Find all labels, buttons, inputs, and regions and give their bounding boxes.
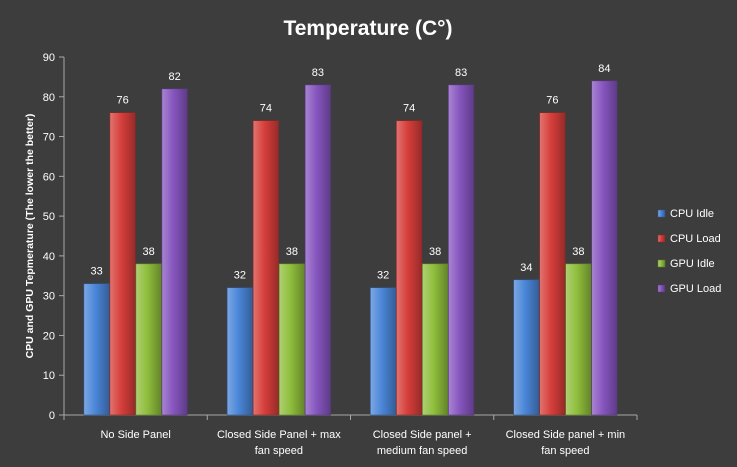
- bar-cpu-idle: [83, 283, 110, 416]
- bar-gpu-idle: [565, 263, 592, 416]
- bar-gpu-load: [448, 84, 475, 416]
- legend-swatch: [657, 209, 666, 218]
- data-label: 32: [234, 270, 246, 282]
- y-axis-label: CPU and GPU Tepmerature (The lower the b…: [24, 114, 36, 359]
- bar-cpu-load: [109, 112, 136, 416]
- x-category-label: Closed Side panel + medium fan speed: [373, 429, 472, 457]
- data-label: 82: [169, 71, 181, 83]
- data-label: 34: [520, 262, 532, 274]
- legend-swatch: [657, 234, 666, 243]
- data-label: 84: [598, 63, 610, 75]
- legend-swatch: [657, 284, 666, 293]
- y-tick-label: 30: [43, 291, 55, 303]
- bar-cpu-idle: [370, 287, 397, 416]
- bar-cpu-load: [396, 120, 423, 416]
- legend-swatch: [657, 259, 666, 268]
- data-label: 74: [260, 103, 272, 115]
- bar-gpu-load: [304, 84, 331, 416]
- y-tick-label: 20: [43, 330, 55, 342]
- data-label: 38: [286, 246, 298, 258]
- bar-gpu-idle: [422, 263, 449, 416]
- y-tick-label: 0: [49, 410, 55, 422]
- bar-cpu-idle: [226, 287, 253, 416]
- y-tick-label: 50: [43, 211, 55, 223]
- legend: CPU Idle CPU Load GPU Idle GPU Load: [657, 208, 721, 295]
- y-tick-label: 60: [43, 171, 55, 183]
- data-label: 32: [377, 270, 389, 282]
- data-label: 38: [429, 246, 441, 258]
- bars-group: [83, 80, 618, 416]
- x-category-label: Closed Side panel + min fan speed: [506, 429, 626, 457]
- data-label: 74: [403, 103, 415, 115]
- category-labels-group: No Side Panel Closed Side Panel + max fan …: [100, 429, 625, 457]
- bar-gpu-idle: [135, 263, 162, 416]
- legend-label: CPU Idle: [670, 208, 714, 220]
- bar-gpu-load: [161, 88, 188, 416]
- y-tick-label: 10: [43, 370, 55, 382]
- y-tick-label: 40: [43, 251, 55, 263]
- data-label: 38: [572, 246, 584, 258]
- legend-label: CPU Load: [670, 233, 721, 245]
- y-tick-label: 80: [43, 92, 55, 104]
- data-label: 83: [455, 67, 467, 79]
- chart-title: Temperature (C°): [283, 17, 452, 40]
- data-label: 76: [117, 95, 129, 107]
- data-label: 76: [546, 95, 558, 107]
- legend-label: GPU Load: [670, 283, 721, 295]
- bar-cpu-idle: [513, 279, 540, 416]
- value-labels-group: 33 76 38 82 32 74 38 83 32 74 38 83 34 76 38 84: [91, 63, 611, 282]
- x-category-label: No Side Panel: [100, 429, 170, 441]
- bar-cpu-load: [252, 120, 279, 416]
- bar-gpu-idle: [278, 263, 305, 416]
- legend-label: GPU Idle: [670, 258, 715, 270]
- y-tick-label: 90: [43, 52, 55, 64]
- y-tick-label: 70: [43, 132, 55, 144]
- data-label: 38: [143, 246, 155, 258]
- bar-cpu-load: [539, 112, 566, 416]
- data-label: 33: [91, 266, 103, 278]
- bar-gpu-load: [591, 80, 618, 416]
- data-label: 83: [312, 67, 324, 79]
- x-category-label: Closed Side Panel + max fan speed: [217, 429, 341, 457]
